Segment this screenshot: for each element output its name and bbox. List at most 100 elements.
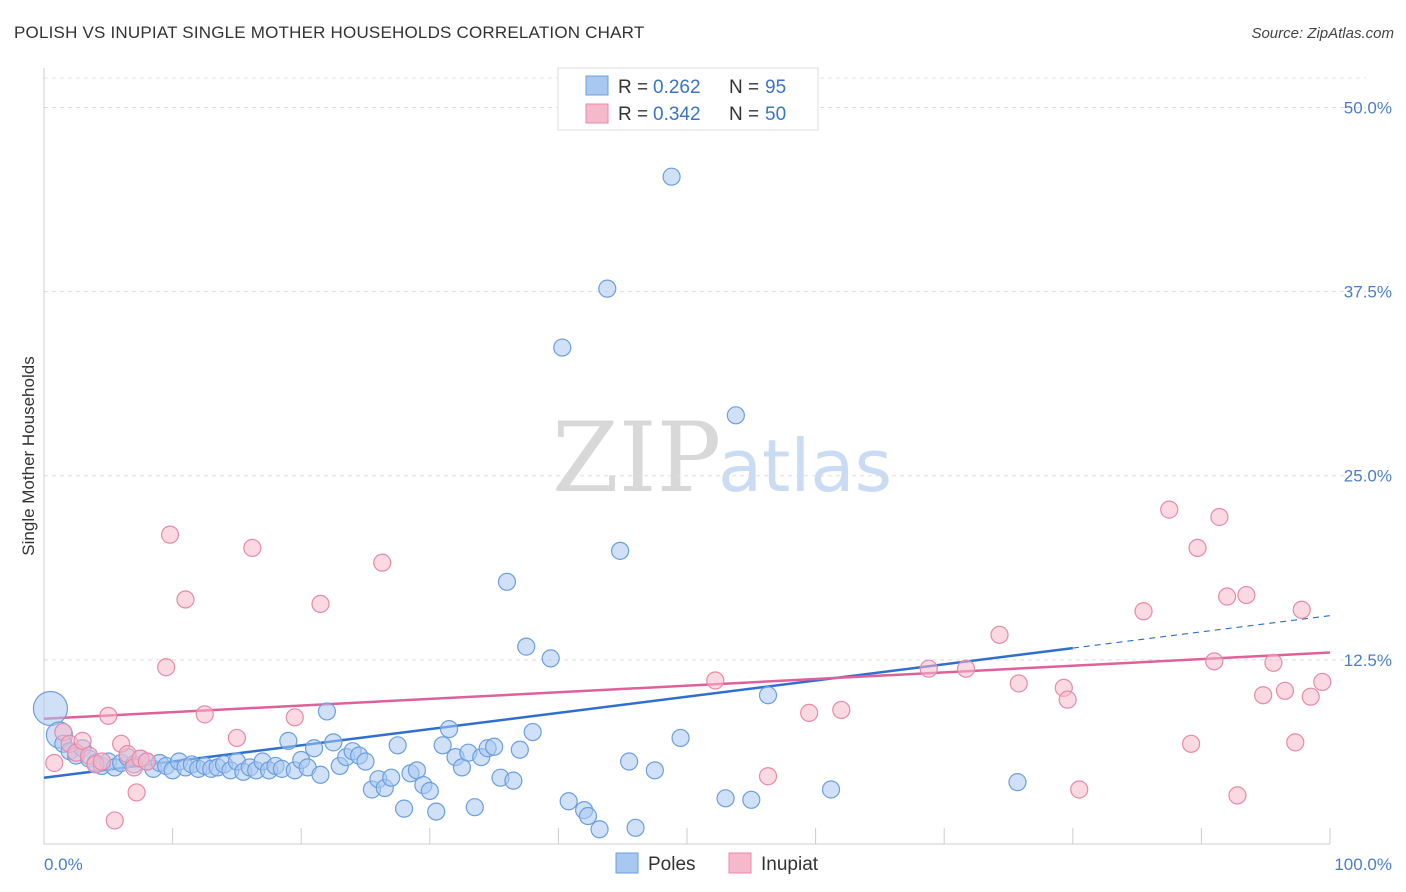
point-inupiat-47	[1275, 681, 1295, 700]
point-inupiat-50	[1301, 687, 1320, 706]
point-inupiat-20	[227, 728, 246, 748]
point-inupiat-30	[956, 659, 976, 678]
point-poles-80	[578, 806, 598, 826]
point-inupiat-27	[800, 703, 819, 722]
point-poles-75	[523, 722, 542, 742]
trend-line-inupiat	[43, 651, 1331, 721]
point-inupiat-19	[195, 705, 214, 724]
x-tick-labels: 0.0% 100.0%	[44, 855, 1392, 874]
point-poles-85	[626, 818, 645, 837]
point-poles-53	[382, 768, 401, 787]
point-poles-86	[645, 761, 664, 780]
point-poles-71	[497, 572, 517, 591]
gridlines	[44, 77, 1366, 661]
point-poles-42	[311, 765, 330, 784]
point-poles-88	[671, 728, 690, 748]
trend-lines	[43, 615, 1331, 779]
point-inupiat-46	[1264, 653, 1283, 672]
legend-swatch-poles	[585, 75, 609, 96]
point-poles-0	[32, 690, 69, 727]
point-inupiat-51	[1313, 672, 1332, 692]
legend-r-label: R =	[618, 77, 648, 98]
point-poles-61	[433, 736, 452, 755]
point-inupiat-48	[1286, 733, 1305, 752]
watermark-atlas: atlas	[718, 424, 892, 508]
watermark: ZIP atlas	[552, 402, 892, 514]
point-inupiat-42	[1218, 587, 1237, 606]
bottom-legend: Poles Inupiat	[615, 852, 819, 875]
point-poles-60	[427, 802, 446, 821]
legend-r-inupiat: 0.342	[653, 104, 701, 125]
chart-title: POLISH VS INUPIAT SINGLE MOTHER HOUSEHOL…	[14, 23, 645, 42]
point-inupiat-17	[160, 525, 180, 544]
point-poles-78	[559, 792, 578, 811]
x-tick-label-0: 0.0%	[44, 855, 83, 874]
y-tick-labels: 12.5% 25.0% 37.5% 50.0%	[1344, 98, 1392, 669]
point-inupiat-39	[1188, 538, 1207, 558]
point-poles-82	[598, 279, 617, 298]
point-inupiat-34	[1058, 690, 1077, 709]
legend-swatch-inupiat	[585, 103, 609, 124]
series-inupiat	[45, 500, 1332, 830]
point-inupiat-45	[1254, 686, 1273, 705]
point-inupiat-29	[919, 659, 938, 678]
point-inupiat-25	[706, 671, 725, 690]
point-inupiat-8	[99, 706, 118, 725]
legend-n-label: N =	[729, 104, 759, 125]
watermark-zip: ZIP	[552, 402, 721, 514]
x-tick-label-1: 100.0%	[1334, 855, 1392, 874]
point-poles-62	[439, 719, 459, 739]
y-tick-label-2: 37.5%	[1344, 283, 1392, 302]
point-poles-89	[716, 789, 735, 808]
point-poles-74	[517, 637, 536, 656]
point-inupiat-24	[373, 553, 392, 572]
point-poles-73	[510, 740, 529, 759]
trend-line-extension-poles	[1072, 615, 1331, 649]
point-poles-59	[420, 781, 439, 801]
point-inupiat-44	[1237, 585, 1256, 605]
legend-n-poles: 95	[765, 77, 786, 98]
point-poles-93	[821, 780, 841, 799]
trend-line-poles	[43, 646, 1073, 779]
point-inupiat-22	[285, 708, 304, 727]
point-poles-54	[388, 736, 407, 755]
point-inupiat-23	[311, 594, 330, 613]
point-inupiat-9	[105, 811, 124, 830]
point-inupiat-7	[92, 752, 111, 771]
bottom-legend-poles: Poles	[648, 854, 696, 875]
point-poles-66	[465, 798, 484, 817]
point-inupiat-16	[157, 658, 176, 677]
legend-r-poles: 0.262	[653, 77, 701, 98]
bottom-legend-swatch-poles	[615, 852, 639, 874]
point-poles-49	[356, 752, 375, 771]
point-inupiat-32	[1009, 674, 1028, 693]
point-poles-44	[324, 733, 343, 752]
legend-n-label: N =	[729, 77, 759, 98]
y-tick-label-3: 50.0%	[1344, 98, 1392, 117]
point-poles-81	[590, 820, 609, 839]
point-poles-55	[394, 799, 414, 818]
y-axis-label: Single Mother Households	[19, 356, 38, 555]
point-poles-83	[611, 541, 630, 560]
point-inupiat-41	[1210, 507, 1229, 527]
point-poles-69	[485, 737, 504, 756]
point-inupiat-40	[1205, 652, 1224, 671]
point-inupiat-43	[1228, 786, 1247, 805]
point-inupiat-26	[758, 767, 778, 786]
point-inupiat-31	[990, 625, 1009, 644]
point-inupiat-13	[127, 783, 146, 802]
data-points	[32, 167, 1332, 839]
top-legend: R = 0.262 N = 95 R = 0.342 N = 50	[557, 67, 819, 131]
point-poles-43	[317, 702, 337, 721]
bottom-legend-inupiat: Inupiat	[761, 854, 819, 875]
point-poles-84	[620, 752, 639, 771]
point-inupiat-0	[45, 753, 64, 773]
point-inupiat-18	[176, 590, 195, 609]
point-inupiat-38	[1182, 734, 1201, 753]
point-poles-72	[504, 771, 523, 790]
source-credit: Source: ZipAtlas.com	[1251, 25, 1394, 42]
point-poles-92	[758, 686, 778, 705]
point-inupiat-21	[243, 538, 262, 558]
point-inupiat-28	[832, 700, 851, 720]
